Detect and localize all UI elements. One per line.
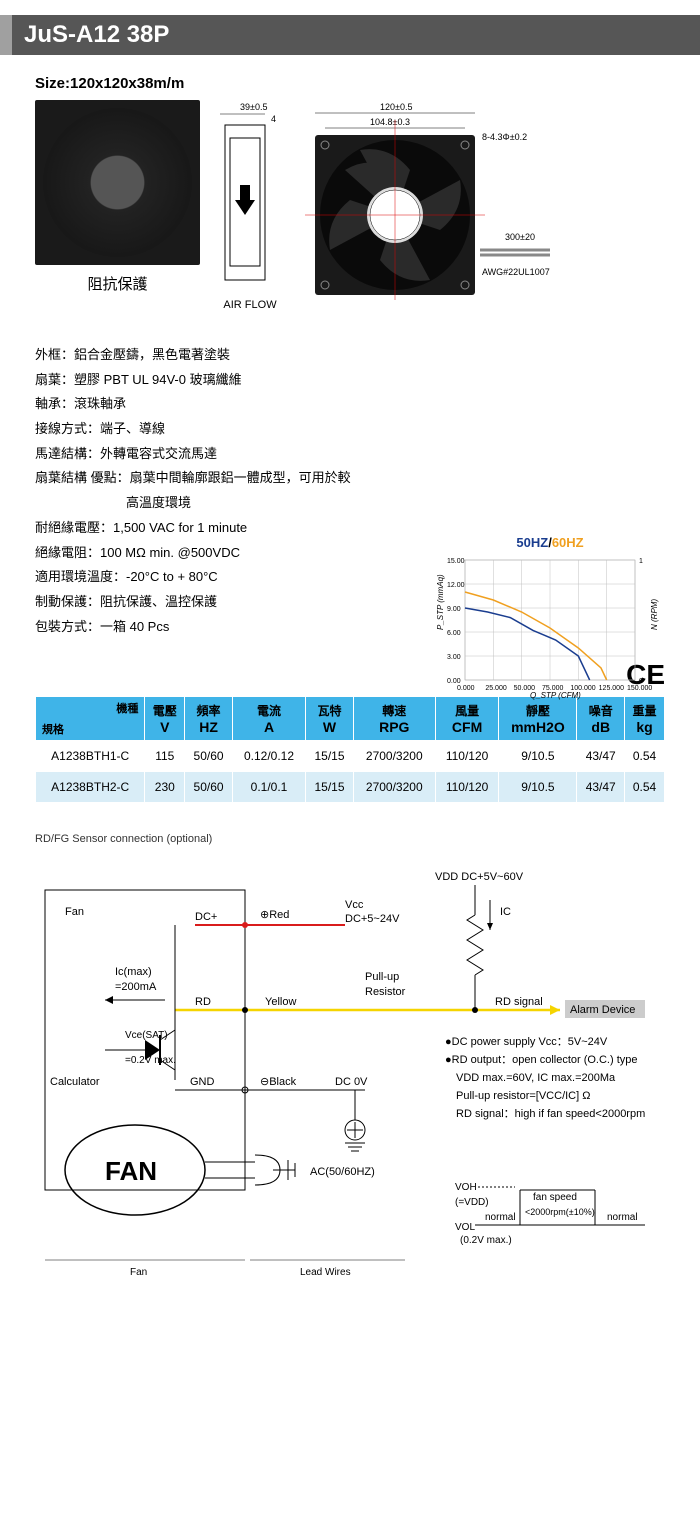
- dim-wire-type: AWG#22UL1007: [482, 267, 550, 277]
- spec-line: 接線方式：端子、導線: [35, 417, 665, 442]
- svg-text:fan speed: fan speed: [533, 1192, 577, 1203]
- spec-line: 扇葉結構 優點：扇葉中間輪廓跟鋁一體成型，可用於較: [35, 466, 665, 491]
- front-drawing-block: 120±0.5 104.8±0.3 8-4.3Φ±0.2: [300, 100, 560, 315]
- table-header: 電流A: [232, 697, 305, 741]
- svg-text:●RD output：open collector (O.C: ●RD output：open collector (O.C.) type: [445, 1054, 638, 1066]
- svg-text:6.00: 6.00: [447, 630, 461, 637]
- table-header: 瓦特W: [306, 697, 354, 741]
- svg-text:(=VDD): (=VDD): [455, 1197, 489, 1208]
- svg-text:25.000: 25.000: [485, 685, 507, 692]
- side-drawing: 39±0.5 4: [215, 100, 285, 290]
- svg-text:<2000rpm(±10%): <2000rpm(±10%): [525, 1207, 595, 1217]
- spec-line: 扇葉：塑膠 PBT UL 94V-0 玻璃纖維: [35, 368, 665, 393]
- svg-text:(0.2V max.): (0.2V max.): [460, 1235, 512, 1246]
- table-row: A1238BTH2-C23050/600.1/0.115/152700/3200…: [36, 772, 665, 803]
- svg-text:Pull-up resistor=[VCC/IC] Ω: Pull-up resistor=[VCC/IC] Ω: [445, 1090, 590, 1102]
- svg-text:VOH: VOH: [455, 1182, 477, 1193]
- svg-text:RD signal: RD signal: [495, 996, 543, 1008]
- fan-photo-block: 阻抗保護: [35, 100, 200, 294]
- dim-front-w: 120±0.5: [380, 102, 412, 112]
- svg-text:IC: IC: [500, 906, 511, 918]
- svg-text:⊕Red: ⊕Red: [260, 909, 289, 921]
- table-header: 頻率HZ: [185, 697, 233, 741]
- side-drawing-block: 39±0.5 4 AIR FLOW: [215, 100, 285, 311]
- svg-text:Resistor: Resistor: [365, 986, 406, 998]
- svg-text:Vcc: Vcc: [345, 899, 364, 911]
- svg-text:⊖Black: ⊖Black: [260, 1076, 297, 1088]
- th-diag: 機種規格: [36, 697, 145, 741]
- spec-table: 機種規格電壓V頻率HZ電流A瓦特W轉速RPG風量CFM靜壓mmH2O噪音dB重量…: [35, 696, 665, 803]
- svg-text:Calculator: Calculator: [50, 1076, 100, 1088]
- svg-text:normal: normal: [485, 1212, 516, 1223]
- dim-wire-len: 300±20: [505, 232, 535, 242]
- svg-text:RD signal：high if fan speed<20: RD signal：high if fan speed<2000rpm: [445, 1108, 645, 1120]
- svg-text:150.000: 150.000: [627, 685, 652, 692]
- chart-title: 50HZ/60HZ: [435, 535, 665, 550]
- front-drawing: 120±0.5 104.8±0.3 8-4.3Φ±0.2: [300, 100, 560, 310]
- table-header: 電壓V: [145, 697, 185, 741]
- dim-hole: 8-4.3Φ±0.2: [482, 132, 527, 142]
- svg-text:DC+5~24V: DC+5~24V: [345, 913, 400, 925]
- svg-text:FAN: FAN: [105, 1156, 157, 1186]
- svg-text:VOL: VOL: [455, 1222, 475, 1233]
- svg-text:12.00: 12.00: [447, 582, 465, 589]
- svg-text:Fan: Fan: [65, 906, 84, 918]
- svg-text:normal: normal: [607, 1212, 638, 1223]
- dim-front-inner: 104.8±0.3: [370, 117, 410, 127]
- spec-line: 高溫度環境: [35, 491, 665, 516]
- svg-text:=200mA: =200mA: [115, 981, 157, 993]
- fan-photo-caption: 阻抗保護: [35, 273, 200, 294]
- svg-text:0.000: 0.000: [457, 685, 475, 692]
- svg-text:Pull-up: Pull-up: [365, 971, 399, 983]
- table-header: 轉速RPG: [353, 697, 435, 741]
- svg-text:0: 0: [639, 678, 643, 685]
- sensor-label: RD/FG Sensor connection (optional): [35, 833, 665, 845]
- svg-text:Fan: Fan: [130, 1267, 147, 1278]
- svg-text:Q_STP (CFM): Q_STP (CFM): [530, 691, 581, 700]
- table-row: A1238BTH1-C11550/600.12/0.1215/152700/32…: [36, 741, 665, 772]
- svg-text:N (RPM): N (RPM): [650, 599, 659, 630]
- svg-text:VDD DC+5V~60V: VDD DC+5V~60V: [435, 871, 524, 883]
- svg-text:9.00: 9.00: [447, 606, 461, 613]
- size-label: Size:120x120x38m/m: [35, 75, 665, 92]
- spec-line: 外框：鋁合金壓鑄，黑色電著塗裝: [35, 343, 665, 368]
- svg-text:0.00: 0.00: [447, 678, 461, 685]
- performance-chart: 50HZ/60HZ 0.00025.00050.00075.000100.000…: [435, 535, 665, 705]
- svg-text:RD: RD: [195, 996, 211, 1008]
- chart-svg: 0.00025.00050.00075.000100.000125.000150…: [435, 550, 665, 700]
- svg-text:Yellow: Yellow: [265, 996, 296, 1008]
- svg-text:AC(50/60HZ): AC(50/60HZ): [310, 1166, 375, 1178]
- dim-side-gap: 4: [271, 114, 276, 124]
- svg-text:VDD max.=60V, IC max.=200Ma: VDD max.=60V, IC max.=200Ma: [445, 1072, 616, 1084]
- svg-text:GND: GND: [190, 1076, 215, 1088]
- svg-text:P_STP (mmAq): P_STP (mmAq): [436, 574, 445, 630]
- svg-text:Ic(max): Ic(max): [115, 966, 152, 978]
- svg-text:Lead Wires: Lead Wires: [300, 1267, 351, 1278]
- dim-side-w: 39±0.5: [240, 102, 267, 112]
- image-row: 阻抗保護 39±0.5 4 AIR FLOW 120±0.5 104.8±0.3…: [35, 100, 665, 315]
- page-title: JuS-A12 38P: [0, 15, 700, 55]
- svg-text:1: 1: [639, 558, 643, 565]
- spec-line: 軸承：滾珠軸承: [35, 392, 665, 417]
- svg-text:=0.2V max.: =0.2V max.: [125, 1055, 176, 1066]
- spec-line: 馬達結構：外轉電容式交流馬達: [35, 442, 665, 467]
- svg-text:DC 0V: DC 0V: [335, 1076, 368, 1088]
- svg-text:Vce(SAT): Vce(SAT): [125, 1030, 168, 1041]
- svg-text:15.00: 15.00: [447, 558, 465, 565]
- svg-text:3.00: 3.00: [447, 654, 461, 661]
- svg-text:Alarm Device: Alarm Device: [570, 1004, 635, 1016]
- circuit-diagram: Fan DC+ ⊕Red Vcc DC+5~24V VDD DC+5V~60V …: [35, 860, 665, 1280]
- svg-text:125.000: 125.000: [599, 685, 624, 692]
- air-flow-label: AIR FLOW: [215, 299, 285, 311]
- svg-text:DC+: DC+: [195, 911, 217, 923]
- svg-text:●DC power supply Vcc：5V~24V: ●DC power supply Vcc：5V~24V: [445, 1036, 608, 1048]
- fan-photo: [35, 100, 200, 265]
